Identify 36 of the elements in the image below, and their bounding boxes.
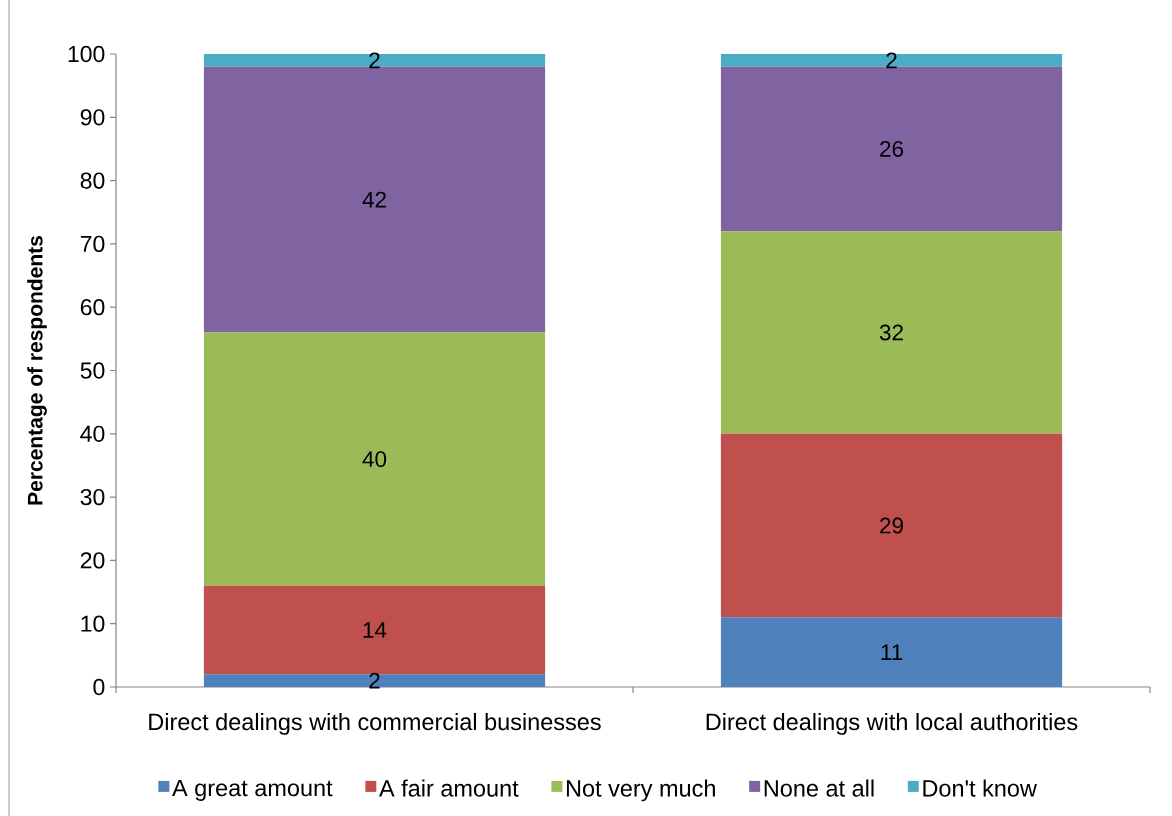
legend-label: Don't know (923, 779, 1037, 797)
y-tick-label: 80 (80, 172, 105, 189)
legend-label: None at all (764, 779, 874, 797)
x-tick-label: Direct dealings with local authorities (706, 712, 1078, 735)
data-label: 26 (880, 140, 904, 157)
y-tick-label: 100 (68, 45, 105, 63)
y-tick-label: 30 (80, 488, 105, 506)
bar (203, 332, 546, 586)
data-label: 32 (879, 324, 903, 341)
data-label: 2 (369, 52, 380, 69)
bar (720, 53, 1063, 67)
data-label: 42 (362, 191, 386, 208)
y-axis-title: Percentage of respondents (27, 236, 47, 505)
data-label: 14 (363, 622, 387, 638)
bar (203, 674, 546, 687)
y-tick-label: 90 (80, 109, 105, 126)
data-label: 29 (880, 517, 903, 534)
data-label: 2 (886, 52, 897, 69)
legend-label: Not very much (566, 779, 715, 802)
y-tick-label: 0 (93, 678, 105, 696)
bar (203, 53, 546, 67)
y-tick-label: 20 (80, 552, 105, 569)
y-tick-label: 40 (80, 425, 105, 442)
bar (720, 231, 1063, 434)
bar (720, 617, 1063, 687)
y-tick-label: 70 (80, 235, 105, 253)
x-tick-label: Direct dealings with commercial businesses (149, 712, 601, 735)
legend-label: A fair amount (379, 779, 519, 797)
legend-label: A great amount (172, 779, 333, 801)
y-tick-label: 60 (80, 299, 105, 316)
data-label: 11 (881, 644, 903, 660)
data-label: 40 (362, 451, 387, 468)
data-label: 2 (369, 672, 380, 689)
y-tick-label: 50 (80, 362, 105, 379)
bar (720, 433, 1063, 618)
y-tick-label: 10 (81, 615, 105, 632)
